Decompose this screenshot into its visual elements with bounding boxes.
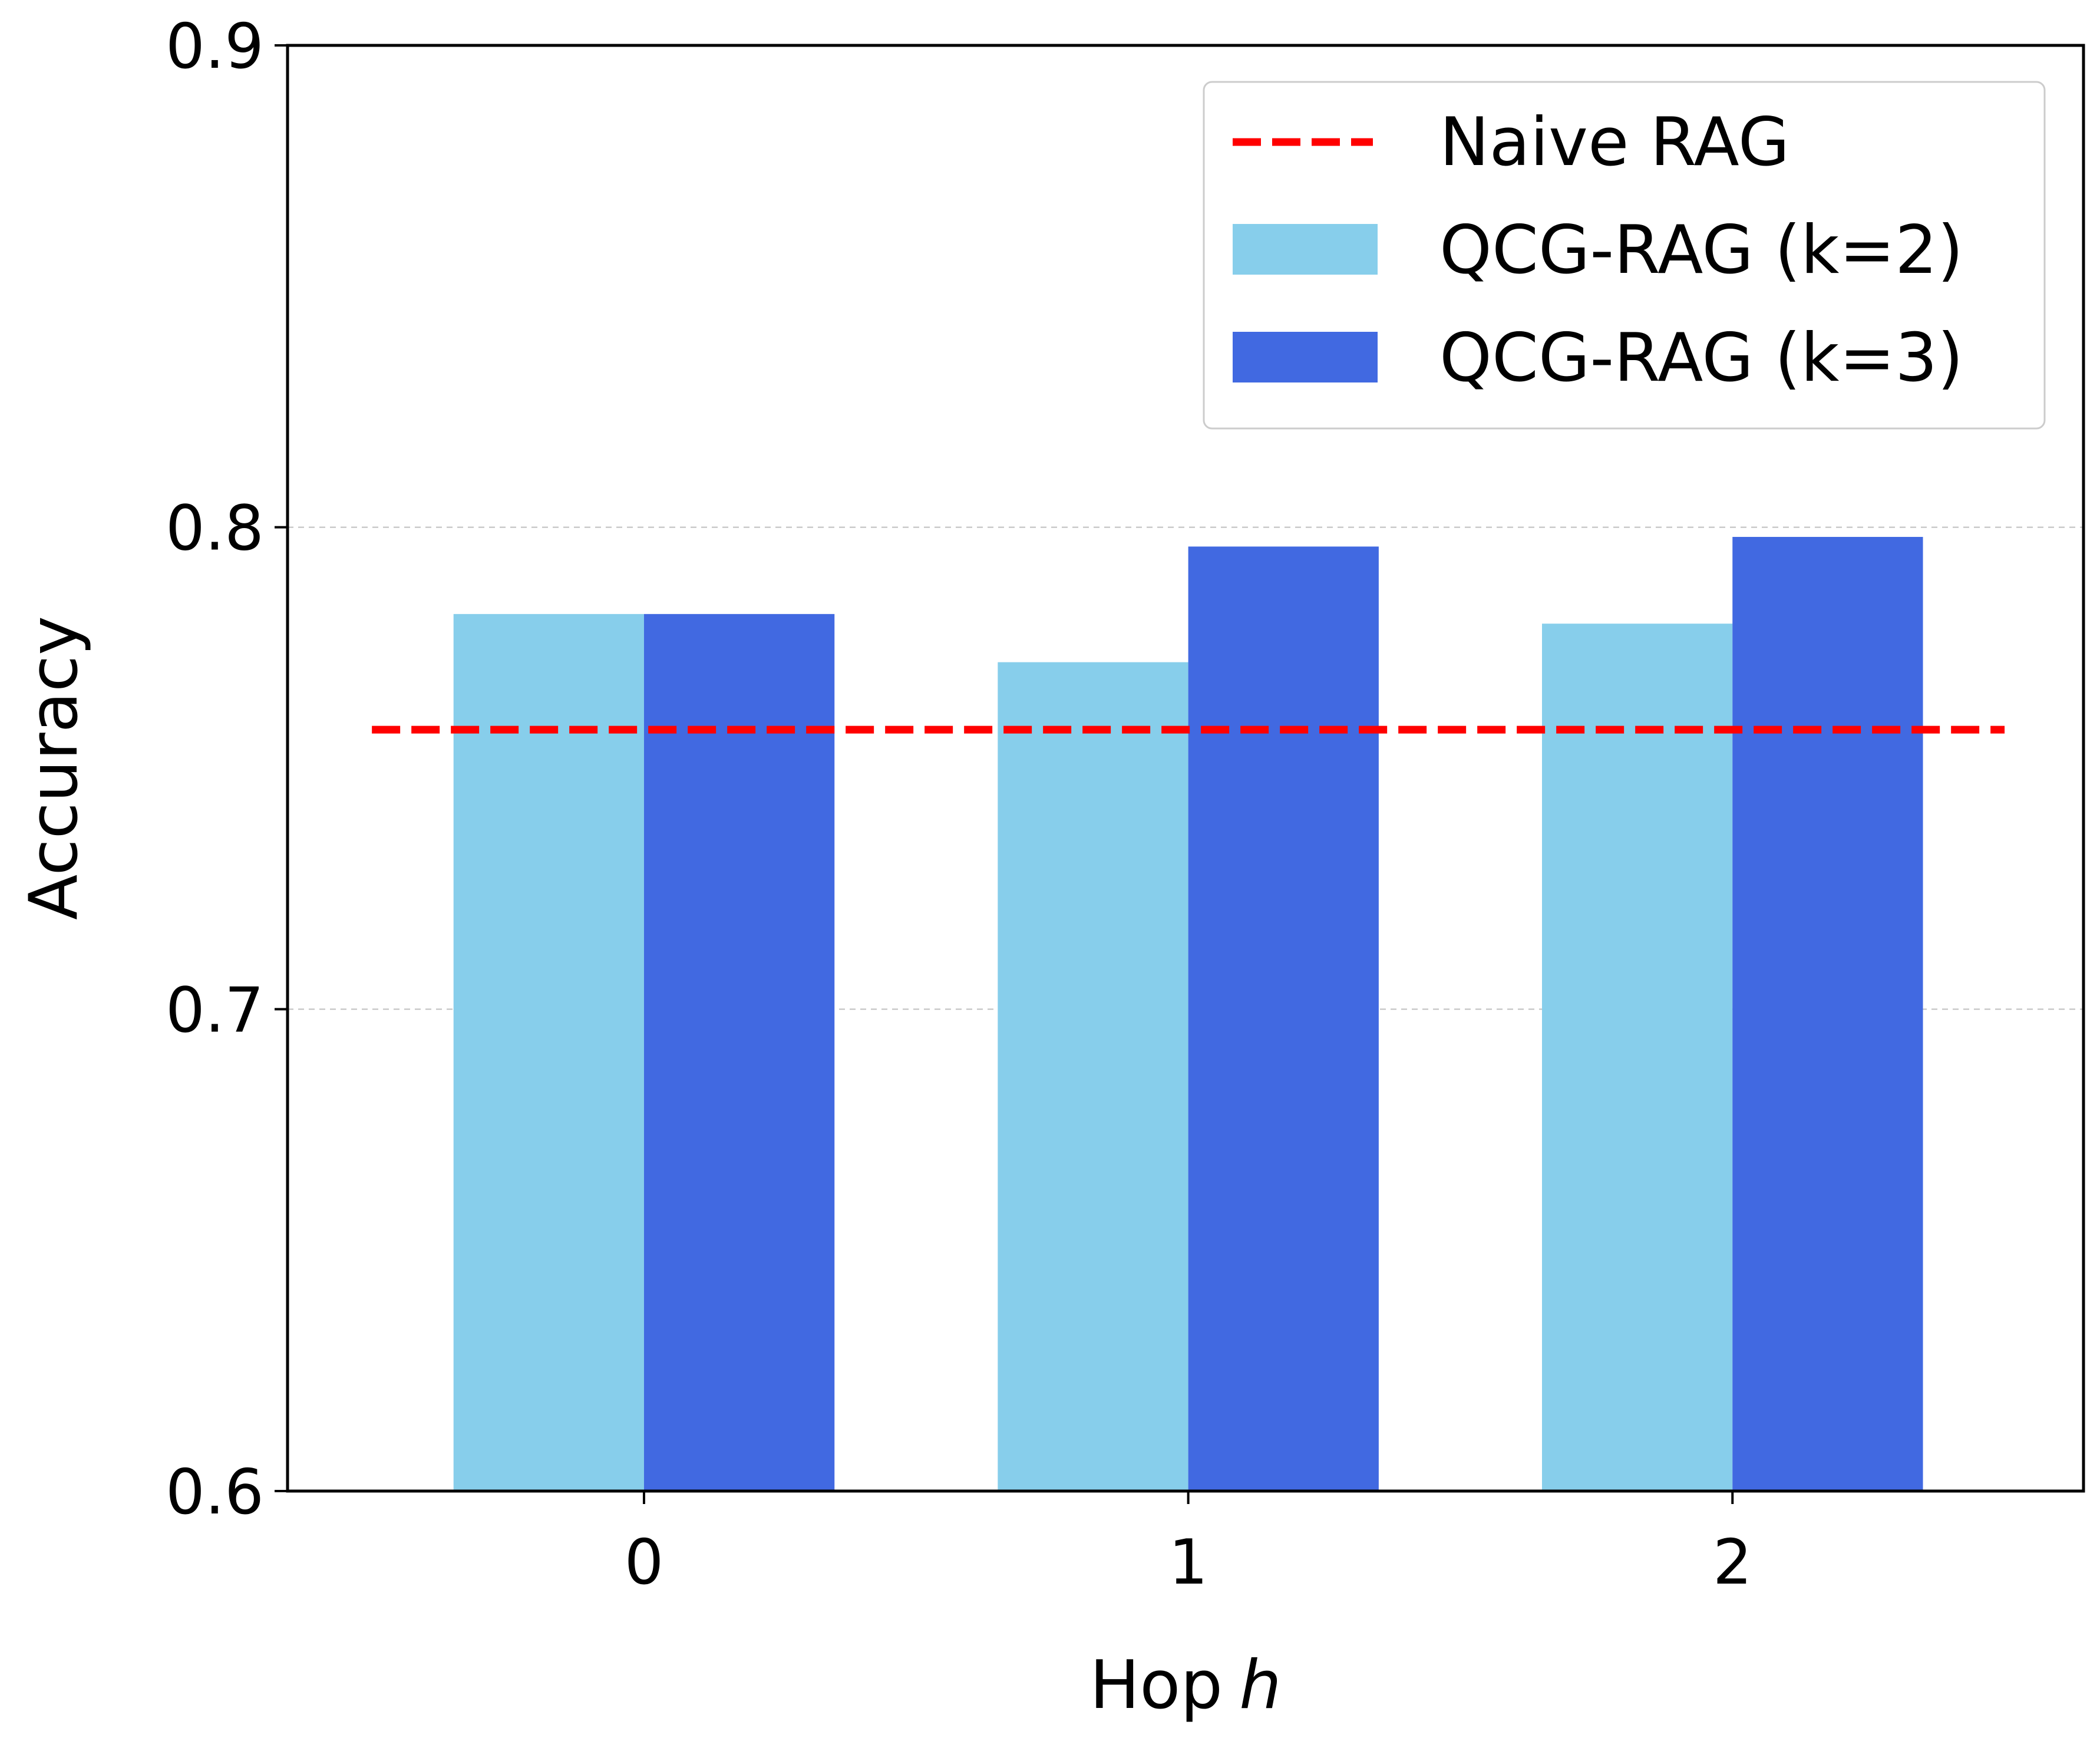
y-tick-label: 0.9 [166,11,264,83]
x-tick-label: 1 [1168,1526,1208,1598]
x-axis-title-text: Hop [1089,1646,1223,1724]
plot-frame [286,44,2085,1493]
y-tick-label: 0.8 [166,493,264,565]
bar-qcg-rag-k-2--0 [453,614,644,1491]
y-tick-label: 0.6 [166,1456,264,1528]
x-tick-label: 0 [625,1526,664,1598]
bar-qcg-rag-k-3--1 [1188,546,1379,1492]
legend-label-naive-rag: Naive RAG [1439,103,1789,181]
bar-qcg-rag-k-3--0 [643,614,835,1491]
legend-label-k2: QCG-RAG (k=2) [1439,211,1963,289]
x-axis-ticks: 0 1 2 [625,1491,1752,1598]
legend-box [1203,81,2046,430]
legend: Naive RAG QCG-RAG (k=2) QCG-RAG (k=3) [1203,81,2046,430]
x-axis-title-variable: h [1239,1646,1282,1724]
bar-qcg-rag-k-2--1 [998,662,1188,1491]
x-tick-label: 2 [1713,1526,1752,1598]
legend-swatch-k2 [1233,224,1378,275]
x-axis-title: Hop h [1089,1646,1281,1724]
legend-swatch-k3 [1233,332,1378,382]
y-tick-label: 0.7 [166,974,264,1046]
bar-qcg-rag-k-2--2 [1541,624,1733,1491]
legend-label-k3: QCG-RAG (k=3) [1439,319,1963,397]
y-axis-title: Accuracy [15,616,93,920]
bars [453,537,1923,1492]
y-axis-ticks: 0.6 0.7 0.8 0.9 [166,11,288,1528]
bar-qcg-rag-k-3--2 [1732,537,1923,1491]
